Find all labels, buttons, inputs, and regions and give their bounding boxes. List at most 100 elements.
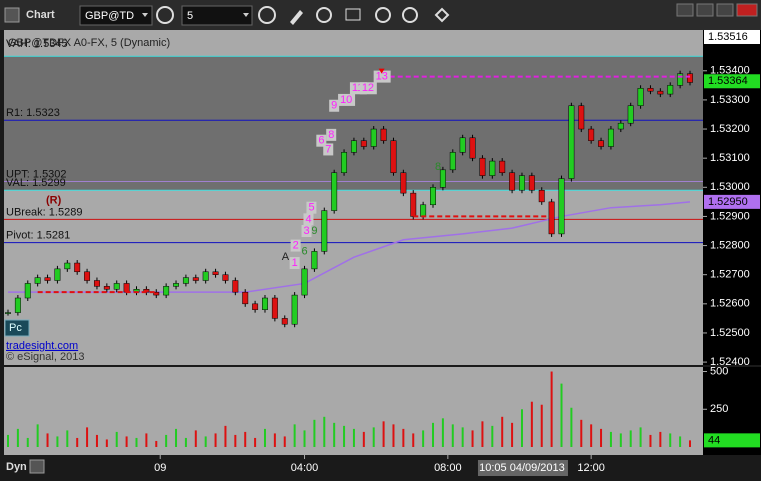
candle — [410, 192, 417, 217]
candle — [588, 128, 595, 141]
volume-bar — [76, 437, 79, 447]
candle — [281, 318, 288, 325]
play-icon[interactable] — [375, 7, 391, 23]
volume-bar — [629, 430, 632, 447]
symbol-box[interactable] — [79, 5, 153, 26]
candle — [489, 160, 496, 176]
x-tick-label: 10:05 04/09/2013 — [479, 462, 565, 474]
symbol[interactable]: GBP@TD — [85, 10, 134, 22]
chart-header: GBP@TDFX A0-FX, 5 (Dynamic) — [8, 37, 170, 49]
count-box — [373, 70, 391, 83]
note: (R) — [46, 194, 62, 206]
candle — [14, 297, 21, 313]
candle — [271, 297, 278, 319]
volume-bar — [372, 427, 375, 447]
candle — [439, 169, 446, 188]
volume-bar — [441, 418, 444, 447]
interval-box[interactable] — [181, 5, 253, 26]
settings-icon[interactable] — [156, 6, 174, 24]
volume-bar — [659, 431, 662, 447]
volume-bar — [451, 424, 454, 447]
restore-button[interactable] — [716, 3, 734, 17]
tool-icon[interactable] — [345, 8, 361, 21]
volume-bar — [224, 425, 227, 447]
volume-bar — [86, 427, 89, 447]
draw-icon[interactable] — [290, 10, 303, 25]
candle — [558, 178, 565, 235]
interval[interactable]: 5 — [187, 10, 193, 22]
dropdown-arrow[interactable] — [243, 13, 249, 17]
price-tag — [704, 29, 760, 44]
x-tick-label: 12:00 — [577, 462, 605, 474]
candle — [548, 201, 555, 235]
volume-bar — [303, 430, 306, 447]
volume-bar — [550, 371, 553, 447]
level-label: VAL: 1.5299 — [6, 177, 66, 189]
volume-bar — [511, 422, 514, 447]
candle — [430, 187, 436, 206]
y-tick-label: 1.52400 — [710, 356, 750, 368]
candle — [627, 105, 634, 124]
candle — [360, 140, 367, 147]
window-title: Chart — [26, 9, 55, 21]
volume-tick-label: 500 — [710, 365, 728, 377]
candle — [519, 175, 525, 191]
watermark[interactable]: tradesight.com — [6, 340, 78, 352]
volume-bar — [135, 437, 138, 447]
volume-bar — [283, 436, 286, 447]
count-label: 12 — [362, 82, 374, 94]
y-tick-label: 1.53100 — [710, 152, 750, 164]
volume-bar — [639, 427, 642, 447]
candle — [44, 277, 51, 281]
time-icon[interactable] — [258, 6, 276, 24]
volume-tag-label: 44 — [708, 434, 720, 446]
candle — [657, 90, 664, 95]
volume-bar — [501, 416, 504, 447]
x-tick-label: 08:00 — [434, 462, 462, 474]
time-highlight — [477, 460, 568, 476]
level-label: UPT: 1.5302 — [6, 168, 67, 180]
mode-label[interactable]: Dyn — [6, 461, 27, 473]
volume-bar — [273, 433, 276, 447]
time-axis — [0, 457, 761, 481]
minimize-button[interactable] — [676, 3, 694, 17]
volume-bar — [481, 421, 484, 447]
volume-bar — [46, 433, 49, 447]
maximize-button[interactable] — [696, 3, 714, 17]
copyright: © eSignal, 2013 — [6, 351, 84, 363]
candle — [113, 283, 120, 290]
y-tick-label: 1.52800 — [710, 239, 750, 251]
badge-box — [4, 319, 30, 337]
volume-bar — [214, 433, 217, 447]
count-label: A — [282, 251, 290, 263]
volume-bar — [609, 431, 612, 447]
candle — [192, 277, 199, 281]
count-box — [316, 134, 327, 147]
mode-icon[interactable] — [29, 459, 45, 474]
count-box — [323, 143, 334, 156]
tool-icon[interactable] — [402, 7, 418, 23]
count-label: 3 — [303, 225, 309, 237]
count-label: 13 — [376, 71, 388, 83]
count-label: 9 — [311, 225, 317, 237]
candle — [509, 172, 516, 191]
candle — [103, 286, 110, 290]
close-button[interactable] — [736, 3, 758, 17]
dropdown-arrow[interactable] — [142, 13, 148, 17]
tool-icon[interactable] — [434, 7, 450, 23]
candle — [390, 140, 397, 173]
count-box — [359, 82, 377, 95]
candle — [24, 283, 31, 299]
refresh-icon[interactable] — [316, 7, 332, 23]
level-label: R1: 1.5323 — [6, 107, 60, 119]
count-label: 6 — [318, 135, 324, 147]
volume-bar — [115, 431, 118, 447]
candle — [54, 268, 61, 281]
candle — [538, 189, 545, 203]
volume-bar — [343, 425, 346, 447]
candle — [637, 88, 644, 106]
volume-bar — [600, 428, 603, 447]
volume-bar — [333, 422, 336, 447]
y-tick-label: 1.52900 — [710, 210, 750, 222]
